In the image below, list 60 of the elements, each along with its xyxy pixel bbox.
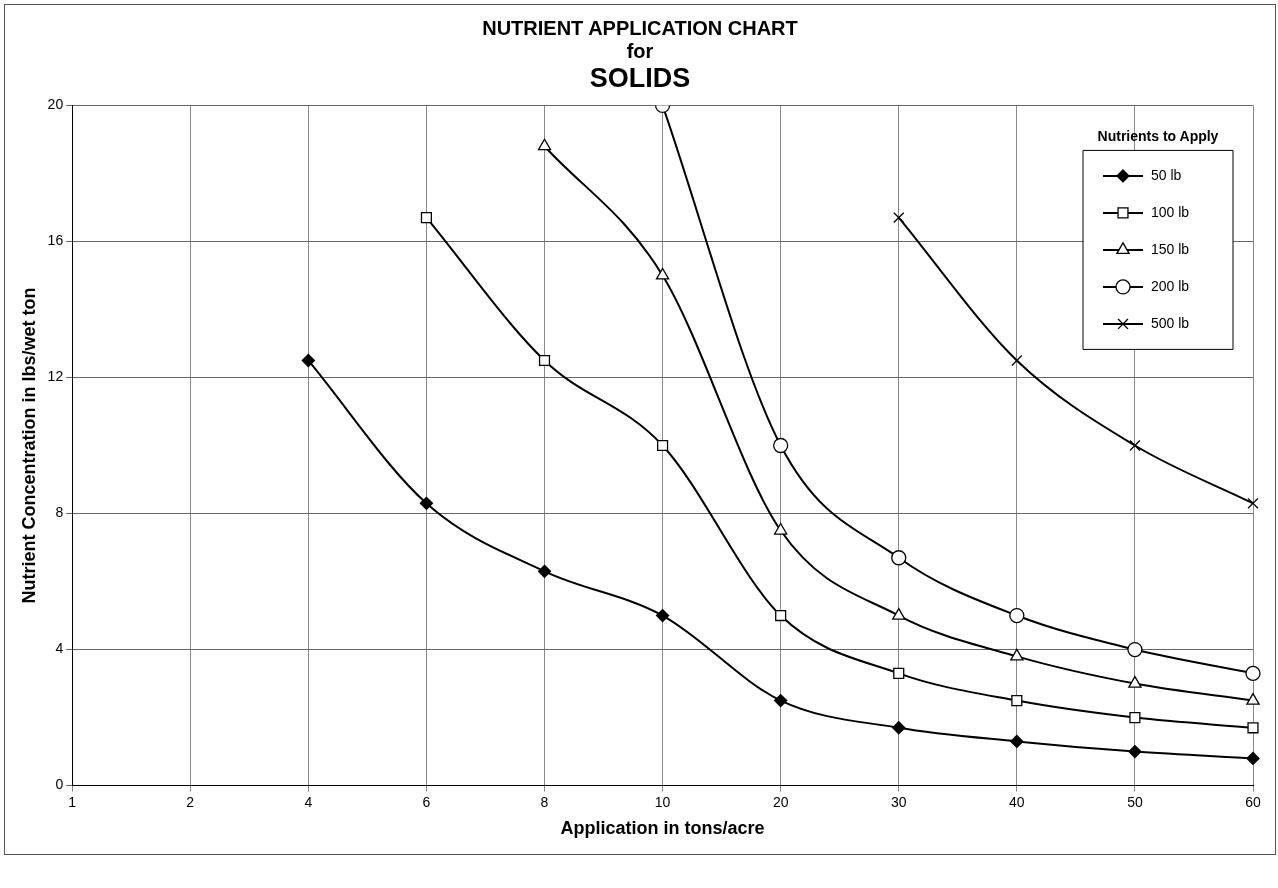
- point: [1246, 692, 1260, 705]
- point: [301, 353, 315, 368]
- x-tick-label: 8: [540, 793, 549, 810]
- point: [1246, 751, 1260, 766]
- y-tick-label: 4: [55, 640, 64, 657]
- y-tick-label: 20: [47, 96, 64, 113]
- point: [773, 522, 788, 535]
- legend-title: Nutrients to Apply: [1097, 128, 1219, 145]
- point: [1011, 694, 1023, 707]
- point: [774, 693, 788, 708]
- x-tick-label: 30: [890, 793, 907, 810]
- point: [537, 564, 552, 578]
- point: [1129, 711, 1141, 724]
- point: [1247, 497, 1259, 509]
- point: [891, 550, 907, 566]
- x-tick-label: 6: [422, 793, 431, 810]
- point: [419, 496, 434, 510]
- point: [1245, 665, 1261, 682]
- legend-label: 50 lb: [1151, 166, 1182, 183]
- point: [420, 212, 433, 224]
- point: [537, 138, 552, 151]
- point: [892, 721, 906, 735]
- point: [1010, 734, 1024, 749]
- point: [1247, 722, 1259, 734]
- point: [656, 439, 669, 452]
- y-axis-title: Nutrient Concentration in lbs/wet ton: [18, 287, 39, 604]
- legend-label: 200 lb: [1151, 277, 1190, 294]
- point: [892, 607, 906, 620]
- point: [538, 354, 551, 367]
- x-tick-label: 2: [186, 793, 195, 810]
- x-tick-label: 10: [654, 793, 671, 810]
- x-tick-label: 1: [68, 793, 77, 810]
- y-tick-label: 0: [55, 776, 64, 793]
- point: [1128, 675, 1142, 688]
- point: [893, 212, 905, 224]
- chart-title: NUTRIENT APPLICATION CHART: [481, 16, 799, 40]
- legend-label: 100 lb: [1151, 203, 1190, 220]
- point: [1011, 354, 1023, 367]
- y-tick-label: 12: [47, 368, 64, 385]
- point: [775, 609, 787, 622]
- point: [893, 667, 905, 679]
- point: [1129, 439, 1141, 452]
- x-tick-label: 20: [772, 793, 789, 810]
- legend-label: 150 lb: [1151, 240, 1190, 257]
- y-tick-label: 16: [47, 232, 64, 249]
- y-tick-label: 8: [55, 504, 64, 521]
- x-axis-title: Application in tons/acre: [560, 818, 765, 839]
- chart-subtitle: for SOLIDS: [588, 40, 692, 94]
- x-tick-label: 4: [304, 793, 313, 810]
- point: [773, 437, 789, 454]
- x-tick-label: 60: [1245, 793, 1261, 810]
- point: [655, 608, 670, 623]
- point: [1128, 744, 1142, 759]
- point: [1010, 648, 1024, 661]
- x-tick-label: 40: [1009, 793, 1025, 810]
- legend-label: 500 lb: [1151, 314, 1190, 331]
- point: [655, 267, 670, 280]
- point: [1009, 607, 1025, 624]
- x-tick-label: 50: [1127, 793, 1143, 810]
- point: [1127, 641, 1143, 658]
